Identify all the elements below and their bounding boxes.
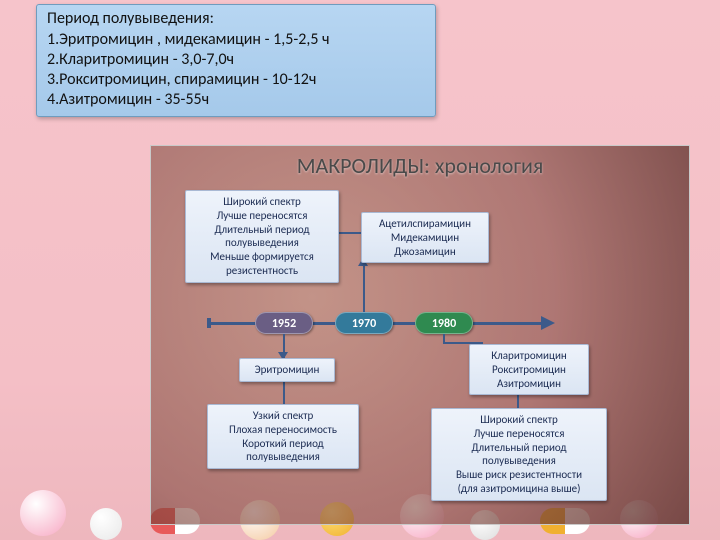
node-traits-bottom-left: Узкий спектр Плохая переносимость Коротк… bbox=[207, 404, 359, 469]
node-line: Узкий спектр bbox=[214, 409, 352, 423]
info-title: Период полувыведения: bbox=[47, 9, 425, 29]
year-1980: 1980 bbox=[415, 312, 473, 334]
node-line: полувыведения bbox=[192, 236, 332, 250]
node-line: Джозамицин bbox=[368, 245, 482, 259]
node-line: (для азитромицина выше) bbox=[438, 482, 600, 496]
node-traits-top-left: Широкий спектр Лучше переносятся Длитель… bbox=[185, 190, 339, 283]
node-traits-bottom-right: Широкий спектр Лучше переносятся Длитель… bbox=[431, 408, 607, 501]
node-line: резистентность bbox=[192, 264, 332, 278]
node-line: Лучше переносятся bbox=[192, 209, 332, 223]
info-item: 3.Рокситромицин, спирамицин - 10-12ч bbox=[47, 70, 425, 90]
year-1952: 1952 bbox=[255, 312, 313, 334]
chronology-title: МАКРОЛИДЫ: хронология bbox=[151, 152, 689, 179]
year-1970: 1970 bbox=[335, 312, 393, 334]
connector bbox=[363, 264, 365, 312]
node-line: Кларитромицин bbox=[476, 349, 582, 363]
node-line: Азитромицин bbox=[476, 377, 582, 391]
info-item: 4.Азитромицин - 35-55ч bbox=[47, 90, 425, 110]
node-line: Лучше переносятся bbox=[438, 427, 600, 441]
node-line: полувыведения bbox=[214, 450, 352, 464]
node-line: Меньше формируется bbox=[192, 250, 332, 264]
timeline-arrow bbox=[541, 316, 555, 330]
info-item: 2.Кларитромицин - 3,0-7,0ч bbox=[47, 50, 425, 70]
node-line: Рокситромицин bbox=[476, 363, 582, 377]
connector bbox=[339, 232, 361, 234]
node-line: Плохая переносимость bbox=[214, 423, 352, 437]
node-line: Короткий период bbox=[214, 437, 352, 451]
node-line: Широкий спектр bbox=[192, 195, 332, 209]
node-line: Длительный период bbox=[192, 223, 332, 237]
node-gen1-label: Эритромицин bbox=[239, 358, 335, 382]
chronology-panel: МАКРОЛИДЫ: хронология 1952 1970 1980 Шир… bbox=[150, 145, 690, 525]
node-line: Эритромицин bbox=[246, 363, 328, 377]
connector bbox=[283, 378, 285, 404]
half-life-info-box: Период полувыведения: 1.Эритромицин , ми… bbox=[36, 4, 436, 117]
node-line: Длительный период bbox=[438, 441, 600, 455]
node-line: Ацетилспирамицин bbox=[368, 217, 482, 231]
node-gen3: Кларитромицин Рокситромицин Азитромицин bbox=[469, 344, 589, 395]
node-line: Широкий спектр bbox=[438, 413, 600, 427]
info-item: 1.Эритромицин , мидекамицин - 1,5-2,5 ч bbox=[47, 30, 425, 50]
node-gen2: Ацетилспирамицин Мидекамицин Джозамицин bbox=[361, 212, 489, 263]
node-line: Выше риск резистентности bbox=[438, 468, 600, 482]
node-line: полувыведения bbox=[438, 454, 600, 468]
node-line: Мидекамицин bbox=[368, 231, 482, 245]
